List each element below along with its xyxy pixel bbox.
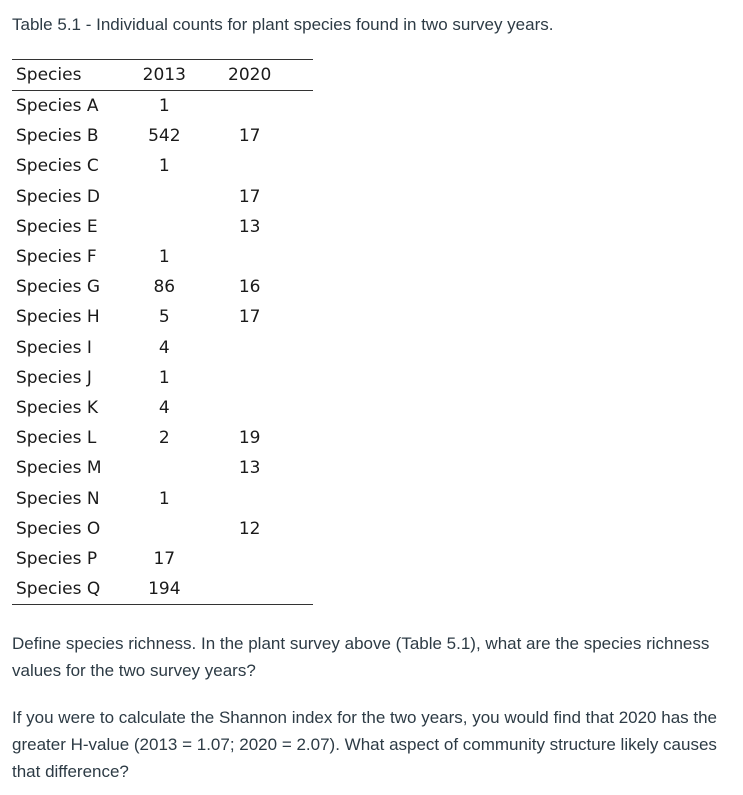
cell-count-2013 [142, 182, 186, 212]
cell-count-2020: 13 [238, 458, 261, 479]
cell-count-2020 [186, 151, 313, 181]
question-species-richness: Define species richness. In the plant su… [12, 634, 710, 680]
cell-species: Species P [16, 548, 98, 569]
cell-count-2020 [186, 363, 313, 393]
cell-count-2020: 12 [238, 518, 261, 539]
cell-count-2013: 1 [158, 156, 170, 177]
table-row: Species C 1 [12, 151, 313, 181]
cell-species: Species B [16, 126, 99, 147]
table-row: Species N 1 [12, 483, 313, 513]
table-body: Species A 1 Species B 542 17 Species C 1 Specie… [12, 91, 313, 605]
cell-count-2013: 4 [158, 337, 170, 358]
cell-count-2020 [186, 574, 313, 605]
table-row: Species B 542 17 [12, 121, 313, 151]
cell-species: Species J [16, 367, 92, 388]
table-row: Species L 2 19 [12, 423, 313, 453]
table-row: Species O 12 [12, 514, 313, 544]
cell-count-2013: 17 [153, 548, 176, 569]
table-row: Species P 17 [12, 544, 313, 574]
cell-species: Species O [16, 518, 101, 539]
cell-count-2020: 17 [238, 186, 261, 207]
cell-species: Species K [16, 397, 98, 418]
table-row: Species K 4 [12, 393, 313, 423]
cell-species: Species C [16, 156, 99, 177]
species-count-table-container: Species 2013 2020 Species A 1 Species B 542… [12, 59, 313, 605]
table-row: Species E 13 [12, 212, 313, 242]
table-header-row: Species 2013 2020 [12, 59, 313, 91]
table-row: Species D 17 [12, 182, 313, 212]
column-header-species: Species [16, 65, 82, 85]
species-count-table: Species 2013 2020 Species A 1 Species B 542… [12, 59, 313, 605]
cell-species: Species M [16, 458, 102, 479]
cell-count-2020 [186, 393, 313, 423]
cell-count-2013 [142, 453, 186, 483]
cell-count-2013: 2 [158, 428, 170, 449]
column-header-2013: 2013 [142, 65, 186, 85]
cell-count-2013: 4 [158, 397, 170, 418]
column-header-2020: 2020 [228, 65, 272, 85]
table-caption: Table 5.1 - Individual counts for plant … [12, 15, 554, 34]
cell-count-2013 [142, 514, 186, 544]
cell-count-2020 [186, 91, 313, 122]
cell-species: Species G [16, 277, 101, 298]
cell-species: Species Q [16, 579, 101, 600]
cell-count-2013 [142, 212, 186, 242]
cell-count-2013: 194 [148, 579, 181, 600]
cell-count-2013: 1 [158, 367, 170, 388]
cell-species: Species I [16, 337, 92, 358]
cell-count-2020: 17 [238, 126, 261, 147]
cell-species: Species N [16, 488, 100, 509]
table-row: Species Q 194 [12, 574, 313, 605]
cell-species: Species F [16, 247, 97, 268]
cell-count-2020 [186, 333, 313, 363]
cell-count-2020 [186, 242, 313, 272]
cell-count-2020: 19 [238, 428, 261, 449]
table-header: Species 2013 2020 [12, 59, 313, 91]
table-row: Species H 5 17 [12, 302, 313, 332]
cell-species: Species E [16, 216, 98, 237]
cell-count-2020: 13 [238, 216, 261, 237]
table-row: Species G 86 16 [12, 272, 313, 302]
cell-species: Species L [16, 428, 97, 449]
table-row: Species A 1 [12, 91, 313, 122]
cell-count-2013: 1 [158, 488, 170, 509]
cell-count-2020: 17 [238, 307, 261, 328]
cell-count-2020 [186, 544, 313, 574]
cell-count-2013: 1 [158, 96, 170, 117]
cell-count-2013: 86 [153, 277, 176, 298]
cell-species: Species D [16, 186, 100, 207]
question-shannon-index: If you were to calculate the Shannon ind… [12, 708, 718, 781]
cell-species: Species H [16, 307, 100, 328]
table-row: Species J 1 [12, 363, 313, 393]
cell-count-2013: 1 [158, 247, 170, 268]
cell-count-2020 [186, 483, 313, 513]
cell-species: Species A [16, 96, 99, 117]
table-row: Species M 13 [12, 453, 313, 483]
cell-count-2013: 542 [148, 126, 181, 147]
table-row: Species F 1 [12, 242, 313, 272]
table-row: Species I 4 [12, 333, 313, 363]
cell-count-2013: 5 [158, 307, 170, 328]
cell-count-2020: 16 [238, 277, 261, 298]
